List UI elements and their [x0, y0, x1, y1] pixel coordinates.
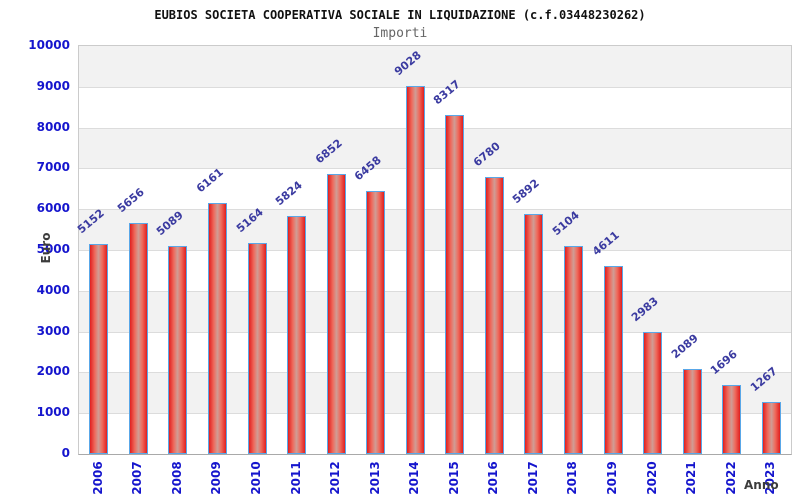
plot-band: [79, 46, 791, 87]
plot-band: [79, 127, 791, 169]
bar-2008: [168, 246, 188, 454]
x-tick-label: 2021: [684, 461, 699, 495]
bar-2010: [247, 243, 267, 454]
x-tick-label: 2015: [446, 461, 461, 495]
y-tick-label: 4000: [36, 282, 70, 297]
gridline: [79, 127, 791, 129]
y-tick-label: 1000: [36, 405, 70, 420]
plot-area: [78, 45, 792, 455]
y-tick-label: 2000: [36, 364, 70, 379]
gridline: [79, 86, 791, 88]
chart-subtitle: Importi: [372, 26, 428, 41]
y-tick-label: 5000: [36, 242, 70, 256]
bar-2017: [524, 213, 544, 454]
y-tick-label: 10000: [28, 38, 70, 52]
plot-band: [79, 86, 791, 128]
x-tick-label: 2012: [328, 461, 343, 495]
bar-2015: [445, 114, 465, 454]
plot-band: [79, 250, 791, 291]
gridline: [79, 413, 791, 415]
gridline: [79, 250, 791, 251]
bar-2007: [128, 223, 148, 454]
gridline: [79, 372, 791, 374]
gridline: [79, 290, 791, 292]
gridline: [79, 209, 791, 211]
bar-2009: [207, 202, 227, 454]
x-tick-label: 2018: [565, 461, 580, 495]
bar-2021: [682, 368, 702, 454]
bar-2023: [761, 402, 781, 454]
plot-band: [79, 372, 791, 414]
bar-2018: [563, 245, 583, 454]
y-tick-label: 9000: [36, 78, 70, 93]
x-tick-label: 2020: [644, 461, 659, 495]
bar-2012: [326, 174, 346, 454]
x-tick-label: 2013: [367, 461, 382, 495]
y-axis-title: Euro: [39, 232, 53, 264]
bar-2014: [405, 85, 425, 454]
plot-band: [79, 413, 791, 454]
bar-2006: [89, 243, 109, 454]
bar-2011: [287, 216, 307, 454]
y-tick-label: 0: [61, 446, 70, 460]
bar-2016: [484, 177, 504, 454]
plot-band: [79, 290, 791, 332]
gridline: [79, 168, 791, 170]
x-tick-label: 2014: [407, 461, 422, 495]
bar-2020: [643, 332, 663, 454]
chart-title: EUBIOS SOCIETA COOPERATIVA SOCIALE IN LI…: [154, 8, 646, 22]
x-tick-label: 2009: [209, 461, 224, 495]
bar-2013: [366, 190, 386, 454]
x-tick-label: 2011: [288, 461, 303, 495]
bar-2022: [722, 384, 742, 454]
x-tick-label: 2006: [90, 461, 105, 495]
plot-band: [79, 331, 791, 373]
x-tick-label: 2016: [486, 461, 501, 495]
y-tick-label: 6000: [36, 201, 70, 216]
x-tick-label: 2010: [249, 461, 263, 495]
plot-band: [79, 209, 791, 250]
x-tick-label: 2017: [525, 461, 540, 495]
bar-2019: [603, 265, 623, 454]
y-tick-label: 7000: [36, 160, 70, 175]
y-tick-label: 3000: [36, 323, 70, 338]
x-tick-label: 2007: [130, 461, 145, 495]
x-axis-title: Anno: [744, 478, 779, 492]
gridline: [79, 331, 791, 333]
plot-band: [79, 168, 791, 210]
x-tick-label: 2022: [723, 461, 738, 495]
x-tick-label: 2008: [169, 461, 184, 495]
x-tick-label: 2019: [605, 461, 619, 495]
y-tick-label: 8000: [36, 119, 70, 134]
